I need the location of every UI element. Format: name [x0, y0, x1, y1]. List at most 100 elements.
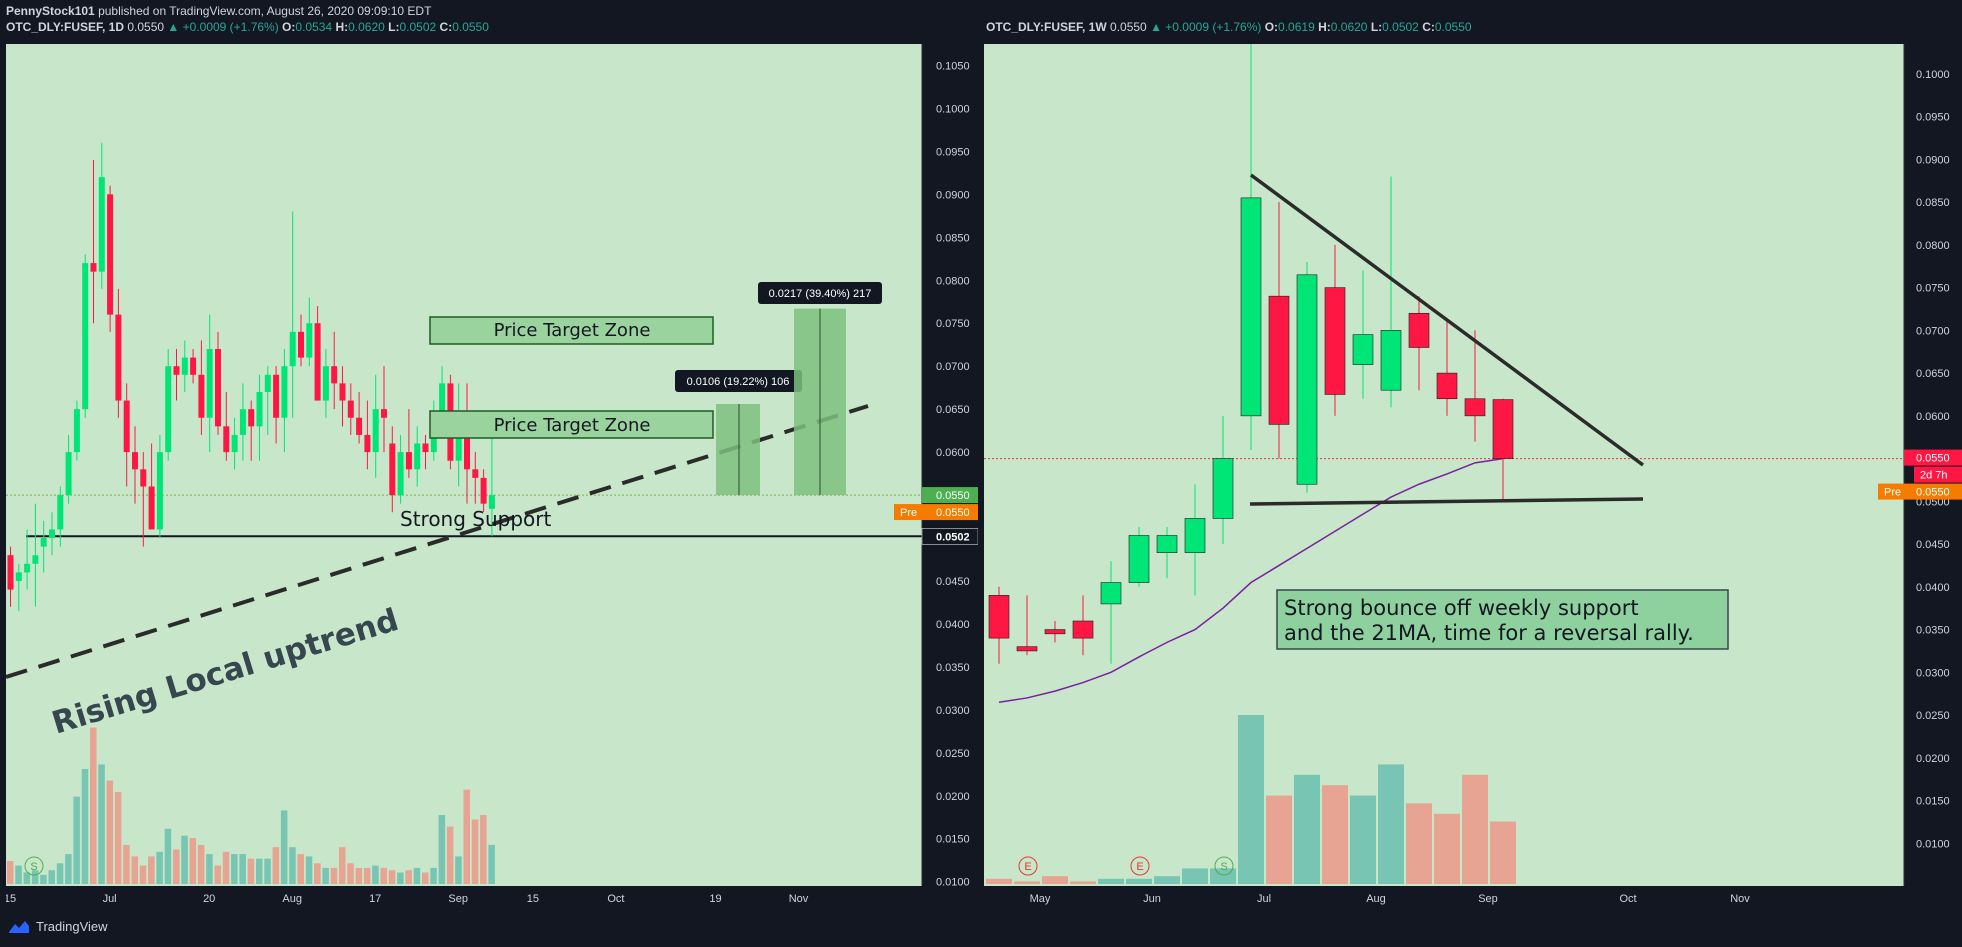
- volume-bar: [222, 851, 230, 884]
- candle-body: [7, 555, 14, 590]
- y-tick-label: 0.0100: [1916, 838, 1950, 850]
- x-tick-label: Aug: [282, 893, 302, 905]
- candle-body: [190, 357, 197, 375]
- candle-body: [173, 366, 180, 375]
- note-line-1: Strong bounce off weekly support: [1284, 596, 1639, 620]
- pre-tag-label: Pre: [900, 507, 917, 519]
- volume-bar: [1434, 813, 1460, 884]
- candle-body: [422, 443, 429, 453]
- y-tick-label: 0.0850: [1916, 197, 1950, 209]
- triangle-support-line: [1249, 497, 1644, 506]
- left-symbol[interactable]: OTC_DLY:FUSEF, 1D: [6, 20, 125, 34]
- volume-bar: [455, 856, 462, 884]
- volume-bar: [488, 844, 495, 884]
- candle-body: [165, 366, 172, 453]
- tradingview-brand[interactable]: TradingView: [8, 919, 108, 934]
- weekly-chart[interactable]: 0.1000 0.0950 0.0900 0.0850 0.0800 0.0750 0.07…: [984, 44, 1962, 910]
- y-tick-label: 0.0750: [936, 318, 970, 330]
- volume-bar: [148, 856, 155, 884]
- tradingview-logo-icon: [9, 920, 29, 933]
- x-tick-label: Aug: [1366, 893, 1386, 905]
- y-tick-label: 0.0700: [936, 361, 970, 373]
- price-tag: [922, 487, 978, 504]
- volume-bar: [289, 847, 296, 884]
- volume-bar: [189, 838, 197, 884]
- volume-bar: [446, 826, 454, 884]
- y-tick-label: 0.0900: [1916, 154, 1950, 166]
- x-tick-label: May: [1030, 893, 1051, 905]
- candle-body: [1016, 646, 1038, 652]
- left-chart-header: OTC_DLY:FUSEF, 1D 0.0550 ▲ +0.0009 (+1.7…: [6, 20, 489, 34]
- candle-body: [1128, 535, 1150, 583]
- volume-bar: [1042, 876, 1068, 884]
- right-symbol[interactable]: OTC_DLY:FUSEF, 1W: [986, 20, 1107, 34]
- candle-body: [480, 477, 487, 504]
- candle-body: [40, 538, 47, 547]
- x-tick-label: 15: [527, 893, 539, 905]
- support-tag: [921, 528, 978, 545]
- event-e-marker-2-label: E: [1136, 861, 1143, 873]
- price-target-zone-2-box: [429, 410, 714, 439]
- pre-tag-value: 0.0550: [1916, 487, 1950, 499]
- candle-body: [455, 417, 462, 461]
- y-tick-label: 0.0300: [936, 705, 970, 717]
- volume-bar: [139, 865, 147, 884]
- event-s-marker-label: S: [1220, 861, 1227, 873]
- candle-body: [1408, 312, 1430, 348]
- y-tick-label: 0.0150: [1916, 796, 1950, 808]
- candle-body: [132, 452, 138, 470]
- note-line-2: and the 21MA, time for a reversal rally.: [1284, 621, 1694, 645]
- y-tick-label: 0.0950: [936, 146, 970, 158]
- price-target-zone-1: Price Target Zone: [429, 316, 714, 345]
- candle-body: [1184, 518, 1206, 553]
- pre-tag: [1878, 483, 1962, 500]
- y-tick-label: 0.0800: [936, 275, 970, 287]
- candle-body: [107, 194, 114, 315]
- right-chart-panel[interactable]: 0.1000 0.0950 0.0900 0.0850 0.0800 0.0750 0.07…: [984, 44, 1962, 910]
- y-tick-label: 0.0350: [1916, 625, 1950, 637]
- volume-bar: [73, 796, 80, 884]
- candle-body: [306, 323, 313, 358]
- time-axis: [984, 886, 1962, 910]
- event-e-marker-2: [1130, 856, 1150, 876]
- candle-body: [364, 434, 371, 453]
- candle-body: [1352, 334, 1374, 365]
- left-chart-panel[interactable]: 0.1050 0.1000 0.0950 0.0900 0.0850 0.0800 0.07…: [6, 44, 978, 910]
- y-tick-label: 0.1000: [1916, 69, 1950, 81]
- candle-body: [206, 349, 213, 418]
- x-tick-label: Nov: [789, 893, 809, 905]
- volume-bar: [1406, 803, 1432, 884]
- volume-bar: [413, 867, 421, 884]
- publisher-author[interactable]: PennyStock101: [6, 4, 95, 18]
- candle-body: [115, 314, 122, 401]
- event-e-marker-1: [1018, 856, 1038, 876]
- strong-support-label: Strong Support: [400, 507, 552, 531]
- left-high: 0.0620: [348, 20, 385, 34]
- y-tick-label: 0.0800: [1916, 240, 1950, 252]
- right-high-label: H:: [1318, 20, 1331, 34]
- y-tick-label: 0.0600: [1916, 411, 1950, 423]
- volume-bar: [1490, 821, 1516, 884]
- candle-body: [123, 400, 130, 453]
- y-tick-label: 0.0600: [936, 447, 970, 459]
- publisher-bar: PennyStock101 published on TradingView.c…: [0, 0, 1962, 22]
- candle-body: [156, 452, 163, 530]
- volume-bar: [98, 764, 105, 884]
- brand-name: TradingView: [36, 919, 108, 934]
- candle-body: [439, 383, 446, 418]
- volume-bar: [339, 847, 346, 884]
- volume-bar: [197, 844, 205, 884]
- right-low-label: L:: [1370, 20, 1383, 34]
- daily-chart[interactable]: 0.1050 0.1000 0.0950 0.0900 0.0850 0.0800 0.07…: [6, 44, 978, 910]
- volume-bar: [471, 819, 479, 884]
- volume-bar: [314, 863, 321, 884]
- publisher-line: PennyStock101 published on TradingView.c…: [6, 4, 431, 18]
- candle-body: [239, 409, 246, 435]
- left-open: 0.0534: [295, 20, 333, 34]
- x-tick-label: Oct: [607, 893, 624, 905]
- candle-body: [314, 323, 321, 401]
- y-tick-label: 0.0250: [1916, 710, 1950, 722]
- y-tick-label: 0.1050: [936, 60, 970, 72]
- volume-bar: [280, 810, 288, 884]
- right-close: 0.0550: [1434, 20, 1472, 34]
